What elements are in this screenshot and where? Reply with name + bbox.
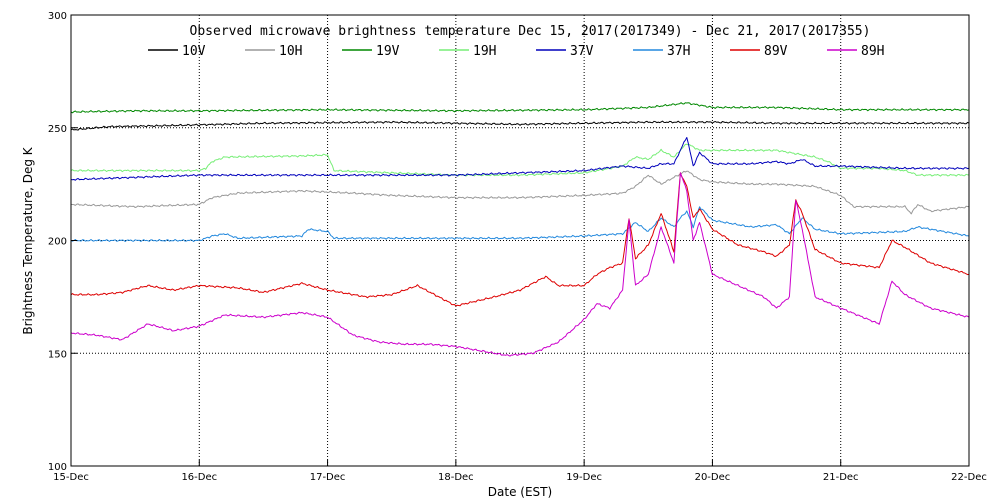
y-tick-label: 250 bbox=[48, 124, 67, 135]
series-line-37V bbox=[70, 137, 970, 181]
series-line-19V bbox=[70, 102, 970, 114]
series-line-10H bbox=[70, 170, 970, 215]
y-tick-label: 100 bbox=[48, 462, 67, 473]
chart-title: Observed microwave brightness temperatur… bbox=[190, 24, 871, 39]
series-line-19H bbox=[70, 143, 970, 177]
plot-frame bbox=[70, 14, 970, 467]
y-tick-label: 150 bbox=[48, 349, 67, 360]
legend-label: 19V bbox=[376, 44, 400, 59]
y-axis-title: Brightness Temperature, Deg K bbox=[21, 146, 35, 334]
series-line-37H bbox=[70, 206, 970, 242]
grid-lines bbox=[71, 15, 969, 466]
x-tick-label: 21-Dec bbox=[823, 472, 859, 483]
x-tick-label: 19-Dec bbox=[566, 472, 602, 483]
legend-label: 89H bbox=[861, 44, 884, 59]
series-line-89H bbox=[70, 172, 970, 357]
y-tick-label: 200 bbox=[48, 237, 67, 248]
legend-label: 19H bbox=[473, 44, 496, 59]
x-tick-label: 20-Dec bbox=[695, 472, 731, 483]
legend-label: 37V bbox=[570, 44, 594, 59]
legend-label: 10V bbox=[182, 44, 206, 59]
x-axis: 15-Dec 16-Dec 17-Dec 18-Dec 19-Dec 20-Dec 21-D… bbox=[53, 460, 987, 483]
y-axis: 100 150 200 250 300 bbox=[48, 11, 77, 473]
legend-label: 89V bbox=[764, 44, 788, 59]
legend: 10V 10H 19V 19H 37V 37H 89V 89H bbox=[148, 44, 884, 59]
x-tick-label: 18-Dec bbox=[438, 472, 474, 483]
x-tick-label: 16-Dec bbox=[181, 472, 217, 483]
x-tick-label: 17-Dec bbox=[310, 472, 346, 483]
y-tick-label: 300 bbox=[48, 11, 67, 22]
legend-label: 10H bbox=[279, 44, 302, 59]
series-line-89V bbox=[70, 172, 970, 307]
x-axis-title: Date (EST) bbox=[488, 485, 552, 499]
x-tick-label: 15-Dec bbox=[53, 472, 89, 483]
x-tick-label: 22-Dec bbox=[951, 472, 987, 483]
series-lines bbox=[70, 102, 970, 357]
legend-label: 37H bbox=[667, 44, 690, 59]
series-line-10V bbox=[70, 120, 970, 131]
